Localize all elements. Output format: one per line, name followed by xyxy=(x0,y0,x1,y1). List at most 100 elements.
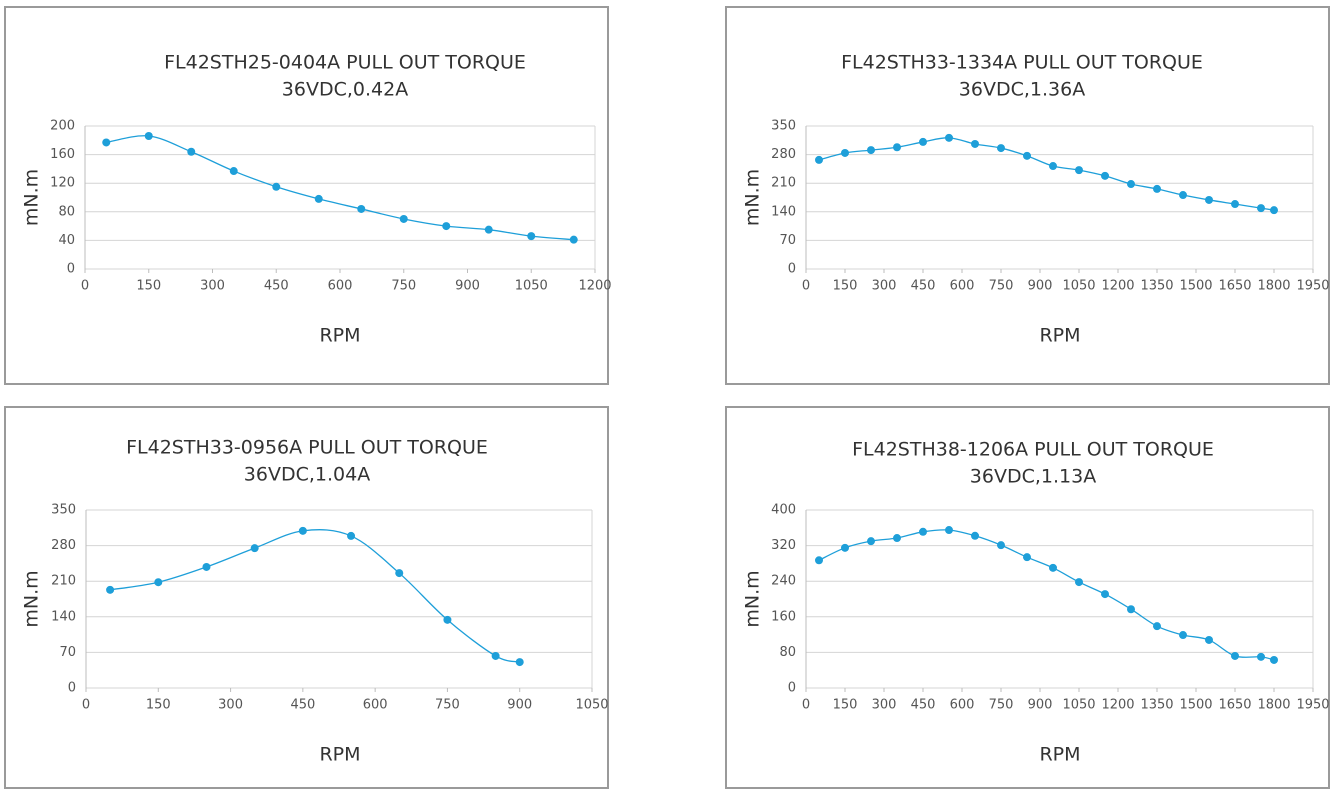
data-point xyxy=(945,526,953,535)
data-point xyxy=(867,537,875,546)
data-point xyxy=(1023,151,1031,160)
x-tick-label: 450 xyxy=(264,279,289,294)
data-point xyxy=(144,132,153,141)
data-point xyxy=(893,143,901,152)
data-point xyxy=(1179,191,1187,200)
data-point xyxy=(491,651,500,660)
x-tick-label: 0 xyxy=(82,698,90,713)
data-point xyxy=(527,232,536,241)
x-tick-label: 1050 xyxy=(515,279,548,294)
chart-subtitle: 36VDC,1.36A xyxy=(959,79,1085,101)
y-tick-label: 70 xyxy=(779,233,796,248)
x-tick-label: 0 xyxy=(802,698,810,713)
x-tick-label: 1050 xyxy=(575,698,608,713)
y-tick-label: 140 xyxy=(51,609,76,624)
x-tick-label: 1350 xyxy=(1140,279,1173,294)
data-point xyxy=(442,222,451,231)
y-tick-label: 120 xyxy=(50,176,75,191)
data-point xyxy=(272,182,281,191)
chart-title: FL42STH25-0404A PULL OUT TORQUE xyxy=(164,52,526,74)
data-point xyxy=(997,144,1005,153)
y-tick-label: 210 xyxy=(51,574,76,589)
data-point xyxy=(1075,578,1083,587)
x-tick-label: 300 xyxy=(872,698,897,713)
data-point xyxy=(1270,655,1278,664)
x-tick-label: 1200 xyxy=(578,279,611,294)
y-tick-label: 210 xyxy=(771,176,796,191)
data-point xyxy=(841,543,849,552)
y-tick-label: 80 xyxy=(779,645,796,660)
chart-subtitle: 36VDC,1.13A xyxy=(970,466,1096,488)
data-point xyxy=(1257,204,1265,213)
y-tick-label: 40 xyxy=(58,233,75,248)
x-tick-label: 300 xyxy=(872,279,897,294)
x-tick-label: 1950 xyxy=(1296,279,1329,294)
data-point xyxy=(971,531,979,540)
y-tick-label: 240 xyxy=(771,574,796,589)
data-point xyxy=(919,527,927,536)
y-tick-label: 160 xyxy=(50,147,75,162)
data-point xyxy=(515,658,524,667)
x-tick-label: 1200 xyxy=(1101,698,1134,713)
x-tick-label: 300 xyxy=(200,279,225,294)
data-point xyxy=(399,214,408,223)
data-point xyxy=(841,148,849,157)
x-tick-label: 1200 xyxy=(1101,279,1134,294)
data-point xyxy=(1075,166,1083,175)
data-point xyxy=(314,194,323,203)
x-tick-label: 1050 xyxy=(1062,698,1095,713)
data-point xyxy=(1101,590,1109,599)
chart-title: FL42STH33-1334A PULL OUT TORQUE xyxy=(841,52,1203,74)
data-point xyxy=(298,526,307,535)
y-tick-label: 70 xyxy=(59,645,76,660)
y-tick-label: 0 xyxy=(67,262,75,277)
x-tick-label: 450 xyxy=(911,698,936,713)
x-tick-label: 750 xyxy=(989,279,1014,294)
chart-panel: FL42STH25-0404A PULL OUT TORQUE 36VDC,0.4… xyxy=(4,6,612,385)
y-tick-label: 320 xyxy=(771,538,796,553)
data-point xyxy=(1257,652,1265,661)
y-tick-label: 0 xyxy=(788,262,796,277)
series-line xyxy=(109,529,520,663)
y-axis-title: mN.m xyxy=(742,169,764,226)
chart-title: FL42STH33-0956A PULL OUT TORQUE xyxy=(126,437,488,459)
x-tick-label: 900 xyxy=(1028,698,1053,713)
y-tick-label: 400 xyxy=(771,503,796,518)
y-tick-label: 350 xyxy=(51,503,76,518)
data-point xyxy=(187,147,196,156)
x-tick-label: 450 xyxy=(290,698,315,713)
x-axis-title: RPM xyxy=(1039,325,1080,347)
x-tick-label: 0 xyxy=(802,279,810,294)
x-tick-label: 750 xyxy=(989,698,1014,713)
x-tick-label: 1350 xyxy=(1140,698,1173,713)
data-point xyxy=(202,562,211,571)
x-tick-label: 450 xyxy=(911,279,936,294)
y-tick-label: 200 xyxy=(50,119,75,134)
y-axis-title: mN.m xyxy=(21,169,43,226)
y-tick-label: 280 xyxy=(771,147,796,162)
data-point xyxy=(102,138,111,147)
data-point xyxy=(1049,563,1057,572)
x-tick-label: 600 xyxy=(950,279,975,294)
chart-subtitle: 36VDC,0.42A xyxy=(282,79,408,101)
x-tick-label: 0 xyxy=(81,279,89,294)
data-point xyxy=(1153,622,1161,631)
x-tick-label: 1650 xyxy=(1218,279,1251,294)
data-point xyxy=(1127,605,1135,614)
x-tick-label: 900 xyxy=(507,698,532,713)
y-tick-label: 350 xyxy=(771,119,796,134)
data-point xyxy=(250,544,259,553)
data-point xyxy=(1205,195,1213,204)
panel-border xyxy=(725,406,1330,789)
x-axis-title: RPM xyxy=(319,744,360,766)
data-point xyxy=(1231,651,1239,660)
x-tick-label: 600 xyxy=(363,698,388,713)
data-point xyxy=(1127,180,1135,189)
x-tick-label: 150 xyxy=(136,279,161,294)
panel-border xyxy=(4,406,609,789)
data-point xyxy=(154,578,163,587)
data-point xyxy=(1049,162,1057,171)
y-tick-label: 0 xyxy=(788,681,796,696)
x-axis-title: RPM xyxy=(1039,744,1080,766)
